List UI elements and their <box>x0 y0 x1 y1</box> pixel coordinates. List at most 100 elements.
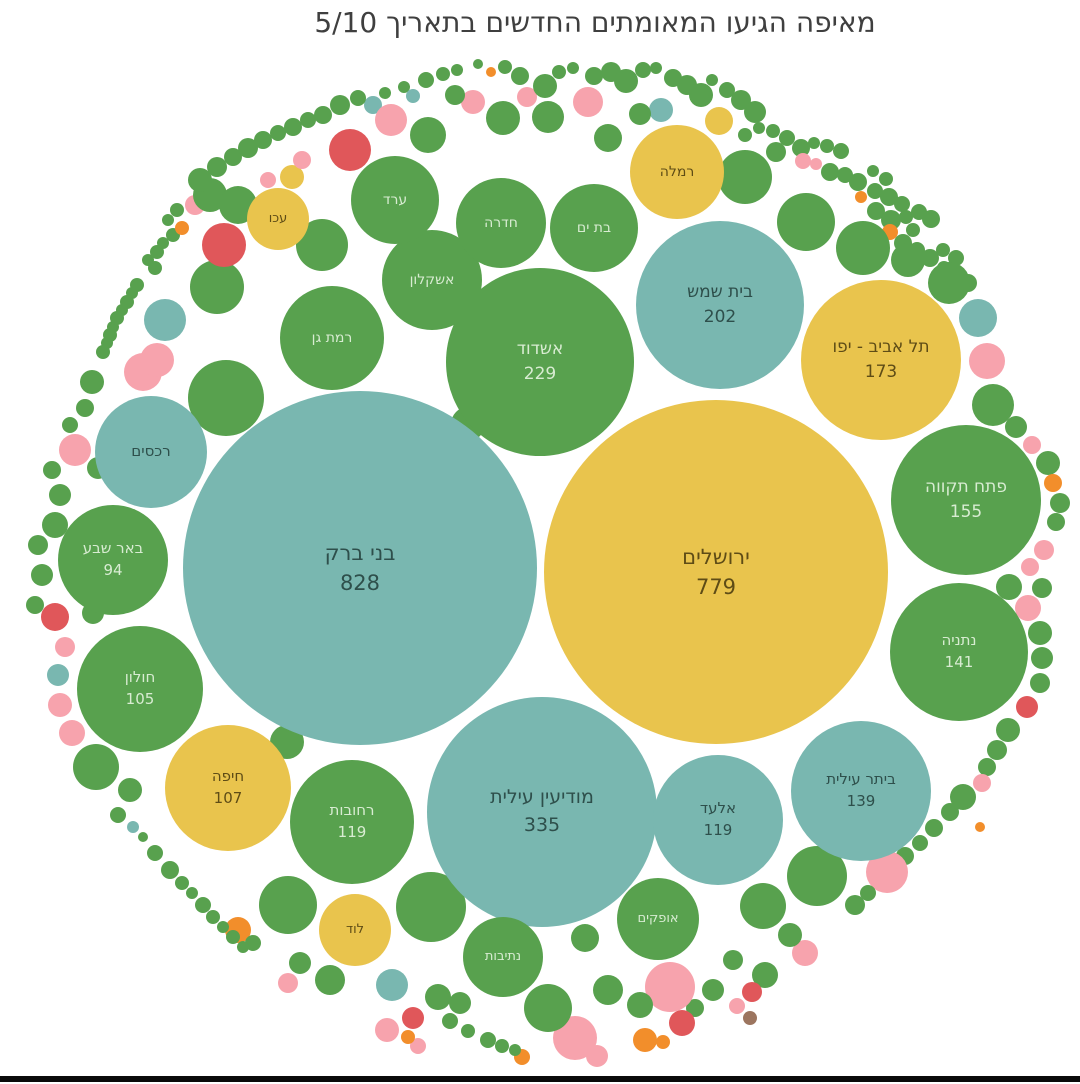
bubble-mark[interactable] <box>744 101 766 123</box>
city-bubble[interactable]: חיפה 107 <box>165 725 291 851</box>
bubble-mark[interactable] <box>635 62 651 78</box>
bubble-mark[interactable] <box>567 62 579 74</box>
bubble-mark[interactable] <box>987 740 1007 760</box>
bubble-mark[interactable] <box>533 74 557 98</box>
bubble-mark[interactable] <box>845 895 865 915</box>
bubble-mark[interactable] <box>144 299 186 341</box>
bubble-mark[interactable] <box>922 210 940 228</box>
bubble-mark[interactable] <box>532 101 564 133</box>
bubble-mark[interactable] <box>43 461 61 479</box>
bubble-mark[interactable] <box>425 984 451 1010</box>
bubble-mark[interactable] <box>1047 513 1065 531</box>
bubble-mark[interactable] <box>49 484 71 506</box>
bubble-mark[interactable] <box>140 343 174 377</box>
bubble-mark[interactable] <box>495 1039 509 1053</box>
bubble-mark[interactable] <box>978 758 996 776</box>
bubble-mark[interactable] <box>442 1013 458 1029</box>
city-bubble[interactable]: מודיעין עילית 335 <box>427 697 657 927</box>
bubble-mark[interactable] <box>1031 647 1053 669</box>
city-bubble[interactable]: רמלה <box>630 125 724 219</box>
bubble-mark[interactable] <box>202 223 246 267</box>
bubble-mark[interactable] <box>73 744 119 790</box>
bubble-mark[interactable] <box>80 370 104 394</box>
bubble-mark[interactable] <box>110 807 126 823</box>
bubble-mark[interactable] <box>849 173 867 191</box>
bubble-mark[interactable] <box>449 992 471 1014</box>
bubble-mark[interactable] <box>723 950 743 970</box>
bubble-mark[interactable] <box>777 193 835 251</box>
city-bubble[interactable]: חולון 105 <box>77 626 203 752</box>
bubble-mark[interactable] <box>1021 558 1039 576</box>
bubble-mark[interactable] <box>996 718 1020 742</box>
bubble-mark[interactable] <box>792 139 810 157</box>
bubble-mark[interactable] <box>226 930 240 944</box>
bubble-mark[interactable] <box>509 1044 521 1056</box>
bubble-mark[interactable] <box>1028 621 1052 645</box>
bubble-mark[interactable] <box>810 158 822 170</box>
bubble-mark[interactable] <box>207 157 227 177</box>
bubble-mark[interactable] <box>855 191 867 203</box>
bubble-mark[interactable] <box>738 128 752 142</box>
bubble-mark[interactable] <box>821 163 839 181</box>
bubble-mark[interactable] <box>314 106 332 124</box>
city-bubble[interactable]: בית שמש 202 <box>636 221 804 389</box>
bubble-mark[interactable] <box>705 107 733 135</box>
bubble-mark[interactable] <box>973 774 991 792</box>
bubble-mark[interactable] <box>753 122 765 134</box>
bubble-mark[interactable] <box>461 1024 475 1038</box>
bubble-mark[interactable] <box>217 921 229 933</box>
city-bubble[interactable]: אשדוד 229 <box>446 268 634 456</box>
bubble-mark[interactable] <box>402 1007 424 1029</box>
bubble-mark[interactable] <box>729 998 745 1014</box>
bubble-mark[interactable] <box>1044 474 1062 492</box>
bubble-mark[interactable] <box>795 153 811 169</box>
bubble-mark[interactable] <box>148 261 162 275</box>
bubble-mark[interactable] <box>206 910 220 924</box>
city-bubble[interactable]: לוד <box>319 894 391 966</box>
bubble-mark[interactable] <box>936 243 950 257</box>
bubble-mark[interactable] <box>55 637 75 657</box>
city-bubble[interactable]: רמת גן <box>280 286 384 390</box>
bubble-mark[interactable] <box>59 720 85 746</box>
bubble-mark[interactable] <box>906 223 920 237</box>
bubble-mark[interactable] <box>127 821 139 833</box>
bubble-mark[interactable] <box>47 664 69 686</box>
bubble-mark[interactable] <box>162 214 174 226</box>
bubble-mark[interactable] <box>706 74 718 86</box>
bubble-mark[interactable] <box>330 95 350 115</box>
bubble-mark[interactable] <box>689 83 713 107</box>
bubble-mark[interactable] <box>629 103 651 125</box>
bubble-mark[interactable] <box>238 138 258 158</box>
bubble-mark[interactable] <box>1050 493 1070 513</box>
bubble-mark[interactable] <box>195 897 211 913</box>
bubble-mark[interactable] <box>593 975 623 1005</box>
bubble-mark[interactable] <box>498 60 512 74</box>
bubble-mark[interactable] <box>410 117 446 153</box>
bubble-mark[interactable] <box>833 143 849 159</box>
bubble-mark[interactable] <box>259 876 317 934</box>
bubble-mark[interactable] <box>379 87 391 99</box>
bubble-mark[interactable] <box>270 125 286 141</box>
bubble-mark[interactable] <box>614 69 638 93</box>
bubble-mark[interactable] <box>480 1032 496 1048</box>
bubble-mark[interactable] <box>76 399 94 417</box>
bubble-mark[interactable] <box>41 603 69 631</box>
bubble-mark[interactable] <box>300 112 316 128</box>
city-bubble[interactable]: באר שבע 94 <box>58 505 168 615</box>
bubble-mark[interactable] <box>170 203 184 217</box>
bubble-mark[interactable] <box>376 969 408 1001</box>
bubble-mark[interactable] <box>524 984 572 1032</box>
city-bubble[interactable]: נתניה 141 <box>890 583 1028 721</box>
bubble-mark[interactable] <box>867 183 883 199</box>
bubble-mark[interactable] <box>157 237 169 249</box>
bubble-mark[interactable] <box>260 172 276 188</box>
city-bubble[interactable]: ירושלים 779 <box>544 400 888 744</box>
bubble-mark[interactable] <box>921 249 939 267</box>
bubble-mark[interactable] <box>1034 540 1054 560</box>
bubble-mark[interactable] <box>418 72 434 88</box>
bubble-mark[interactable] <box>645 962 695 1012</box>
city-bubble[interactable]: ערד <box>351 156 439 244</box>
bubble-mark[interactable] <box>879 172 893 186</box>
bubble-mark[interactable] <box>280 165 304 189</box>
bubble-mark[interactable] <box>59 434 91 466</box>
